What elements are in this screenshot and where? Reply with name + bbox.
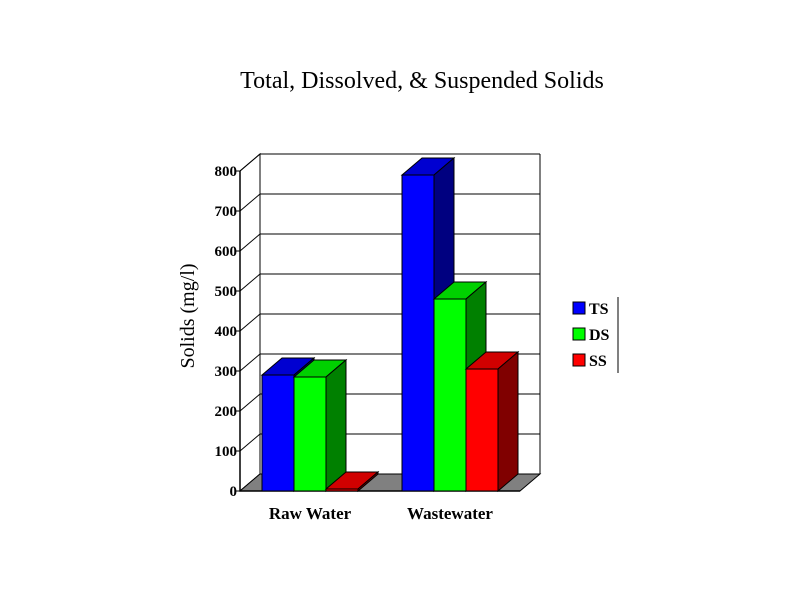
bar-side-face xyxy=(357,470,379,493)
bar-front-face xyxy=(293,376,327,492)
chart-title: Total, Dissolved, & Suspended Solids xyxy=(240,68,604,94)
y-tick-label: 0 xyxy=(230,484,238,500)
y-tick-label: 700 xyxy=(215,204,238,220)
bar xyxy=(292,358,348,493)
wall-gridline xyxy=(239,233,261,252)
x-category-label: Wastewater xyxy=(407,504,493,523)
bar-side-face xyxy=(325,358,347,493)
wall-gridline xyxy=(239,393,261,412)
legend-label: SS xyxy=(589,353,607,370)
wall-gridline xyxy=(239,353,261,372)
legend-label: DS xyxy=(589,327,610,344)
bar-side-face xyxy=(497,350,519,493)
bar xyxy=(324,470,380,493)
y-tick-label: 200 xyxy=(215,404,238,420)
y-tick-label: 800 xyxy=(215,164,238,180)
legend-swatch xyxy=(572,301,586,315)
plot-area: 0 100 200 300 400 500 600 700 800 Raw Water Wastew… xyxy=(215,152,542,523)
legend: TS DS SS xyxy=(572,297,619,373)
wall-gridline xyxy=(239,193,261,212)
bar-front-face xyxy=(433,298,467,492)
y-tick-label: 600 xyxy=(215,244,238,260)
bar-front-face xyxy=(261,374,295,492)
bar-front-face xyxy=(401,174,435,492)
bar-front-face xyxy=(465,368,499,492)
legend-label: TS xyxy=(589,301,609,318)
wall-gridline xyxy=(239,153,261,172)
y-tick-label: 300 xyxy=(215,364,238,380)
y-tick-label: 400 xyxy=(215,324,238,340)
legend-swatch xyxy=(572,327,586,341)
legend-swatch xyxy=(572,353,586,367)
x-category-label: Raw Water xyxy=(269,504,352,523)
wall-gridline xyxy=(239,433,261,452)
wall-gridline xyxy=(239,313,261,332)
y-axis-label: Solids (mg/l) xyxy=(177,263,199,368)
y-tick-label: 100 xyxy=(215,444,238,460)
bar xyxy=(464,350,520,493)
y-tick-label: 500 xyxy=(215,284,238,300)
wall-gridline xyxy=(239,273,261,292)
